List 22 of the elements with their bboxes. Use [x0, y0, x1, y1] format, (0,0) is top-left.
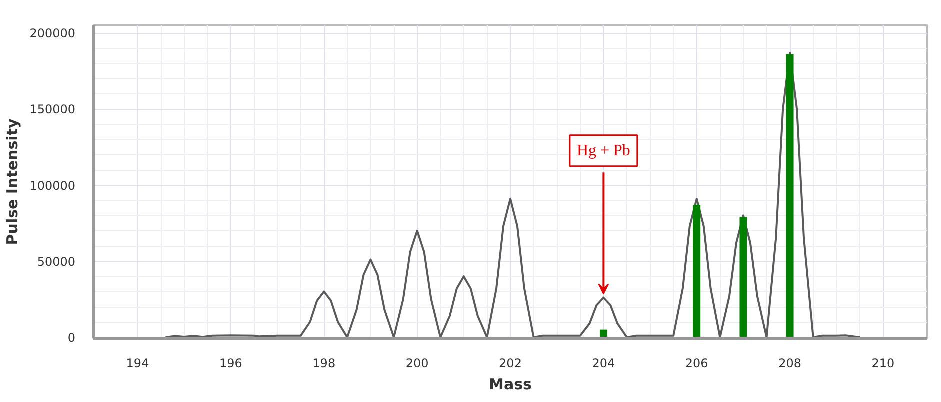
y-tick-label: 100000	[30, 178, 76, 193]
x-tick-label: 206	[685, 356, 708, 370]
x-tick-label: 198	[312, 356, 336, 370]
y-tick-label: 150000	[30, 102, 76, 117]
annotation: Hg + Pb	[576, 142, 630, 160]
x-tick-label: 194	[126, 356, 150, 370]
bar	[600, 330, 608, 338]
x-tick-label: 200	[406, 356, 429, 370]
bar	[786, 54, 794, 338]
bar	[740, 217, 748, 338]
x-tick-label: 208	[778, 356, 802, 370]
y-tick-label: 0	[68, 330, 76, 345]
x-axis-title: Mass	[489, 376, 532, 394]
y-axis-title: Pulse Intensity	[4, 118, 22, 246]
y-tick-label: 200000	[30, 26, 76, 41]
bar	[693, 205, 701, 338]
x-tick-label: 202	[499, 356, 522, 370]
x-tick-label: 196	[219, 356, 242, 370]
line-series	[164, 52, 861, 338]
y-tick-label: 50000	[37, 254, 76, 269]
x-tick-label: 210	[872, 356, 895, 370]
x-tick-label: 204	[592, 356, 616, 370]
